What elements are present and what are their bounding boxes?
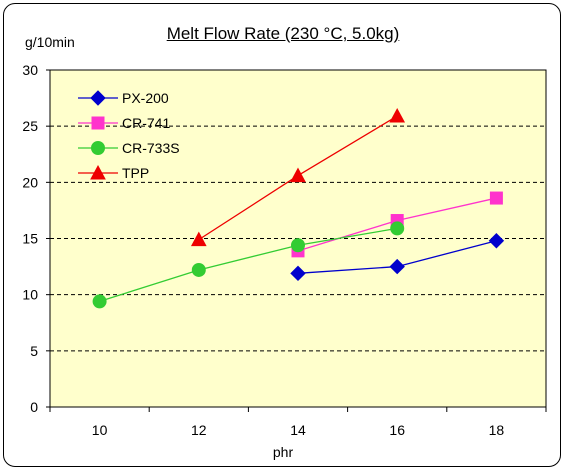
y-tick-label: 30	[22, 62, 38, 78]
y-tick-label: 0	[30, 399, 38, 415]
data-point-tpp	[290, 167, 306, 183]
chart-title: Melt Flow Rate (230 °C, 5.0kg)	[166, 24, 400, 43]
data-point-cr-733s	[191, 262, 206, 277]
legend-label-cr-733s: CR-733S	[122, 140, 180, 156]
x-axis-label: phr	[272, 444, 294, 460]
legend-label-cr-741: CR-741	[122, 115, 170, 131]
data-point-px-200	[290, 265, 306, 282]
x-tick-label: 10	[92, 422, 108, 438]
legend-marker-cr-733s	[91, 141, 105, 155]
x-tick-label: 14	[290, 422, 306, 438]
data-point-tpp	[389, 108, 406, 123]
data-point-px-200	[389, 258, 405, 275]
y-tick-label: 15	[22, 231, 38, 247]
legend-label-px-200: PX-200	[122, 90, 169, 106]
data-point-cr-733s	[291, 238, 305, 253]
series-line-cr-733s	[99, 227, 398, 303]
data-point-cr-741	[489, 191, 503, 205]
x-tick-label: 18	[489, 422, 505, 438]
legend-marker-cr-741	[91, 116, 105, 130]
legend-marker-px-200	[90, 90, 106, 106]
legend-label-tpp: TPP	[122, 165, 149, 181]
y-tick-label: 5	[30, 343, 38, 359]
legend-marker-tpp	[90, 164, 106, 180]
y-tick-label: 10	[22, 287, 38, 303]
y-tick-label: 20	[22, 174, 38, 190]
data-point-px-200	[488, 233, 505, 249]
x-tick-label: 12	[191, 422, 207, 438]
y-axis-unit-label: g/10min	[25, 34, 75, 50]
y-tick-label: 25	[22, 118, 38, 134]
data-point-cr-733s	[390, 221, 405, 236]
x-tick-label: 16	[389, 422, 405, 438]
data-point-tpp	[190, 231, 207, 247]
data-point-cr-733s	[92, 294, 107, 309]
